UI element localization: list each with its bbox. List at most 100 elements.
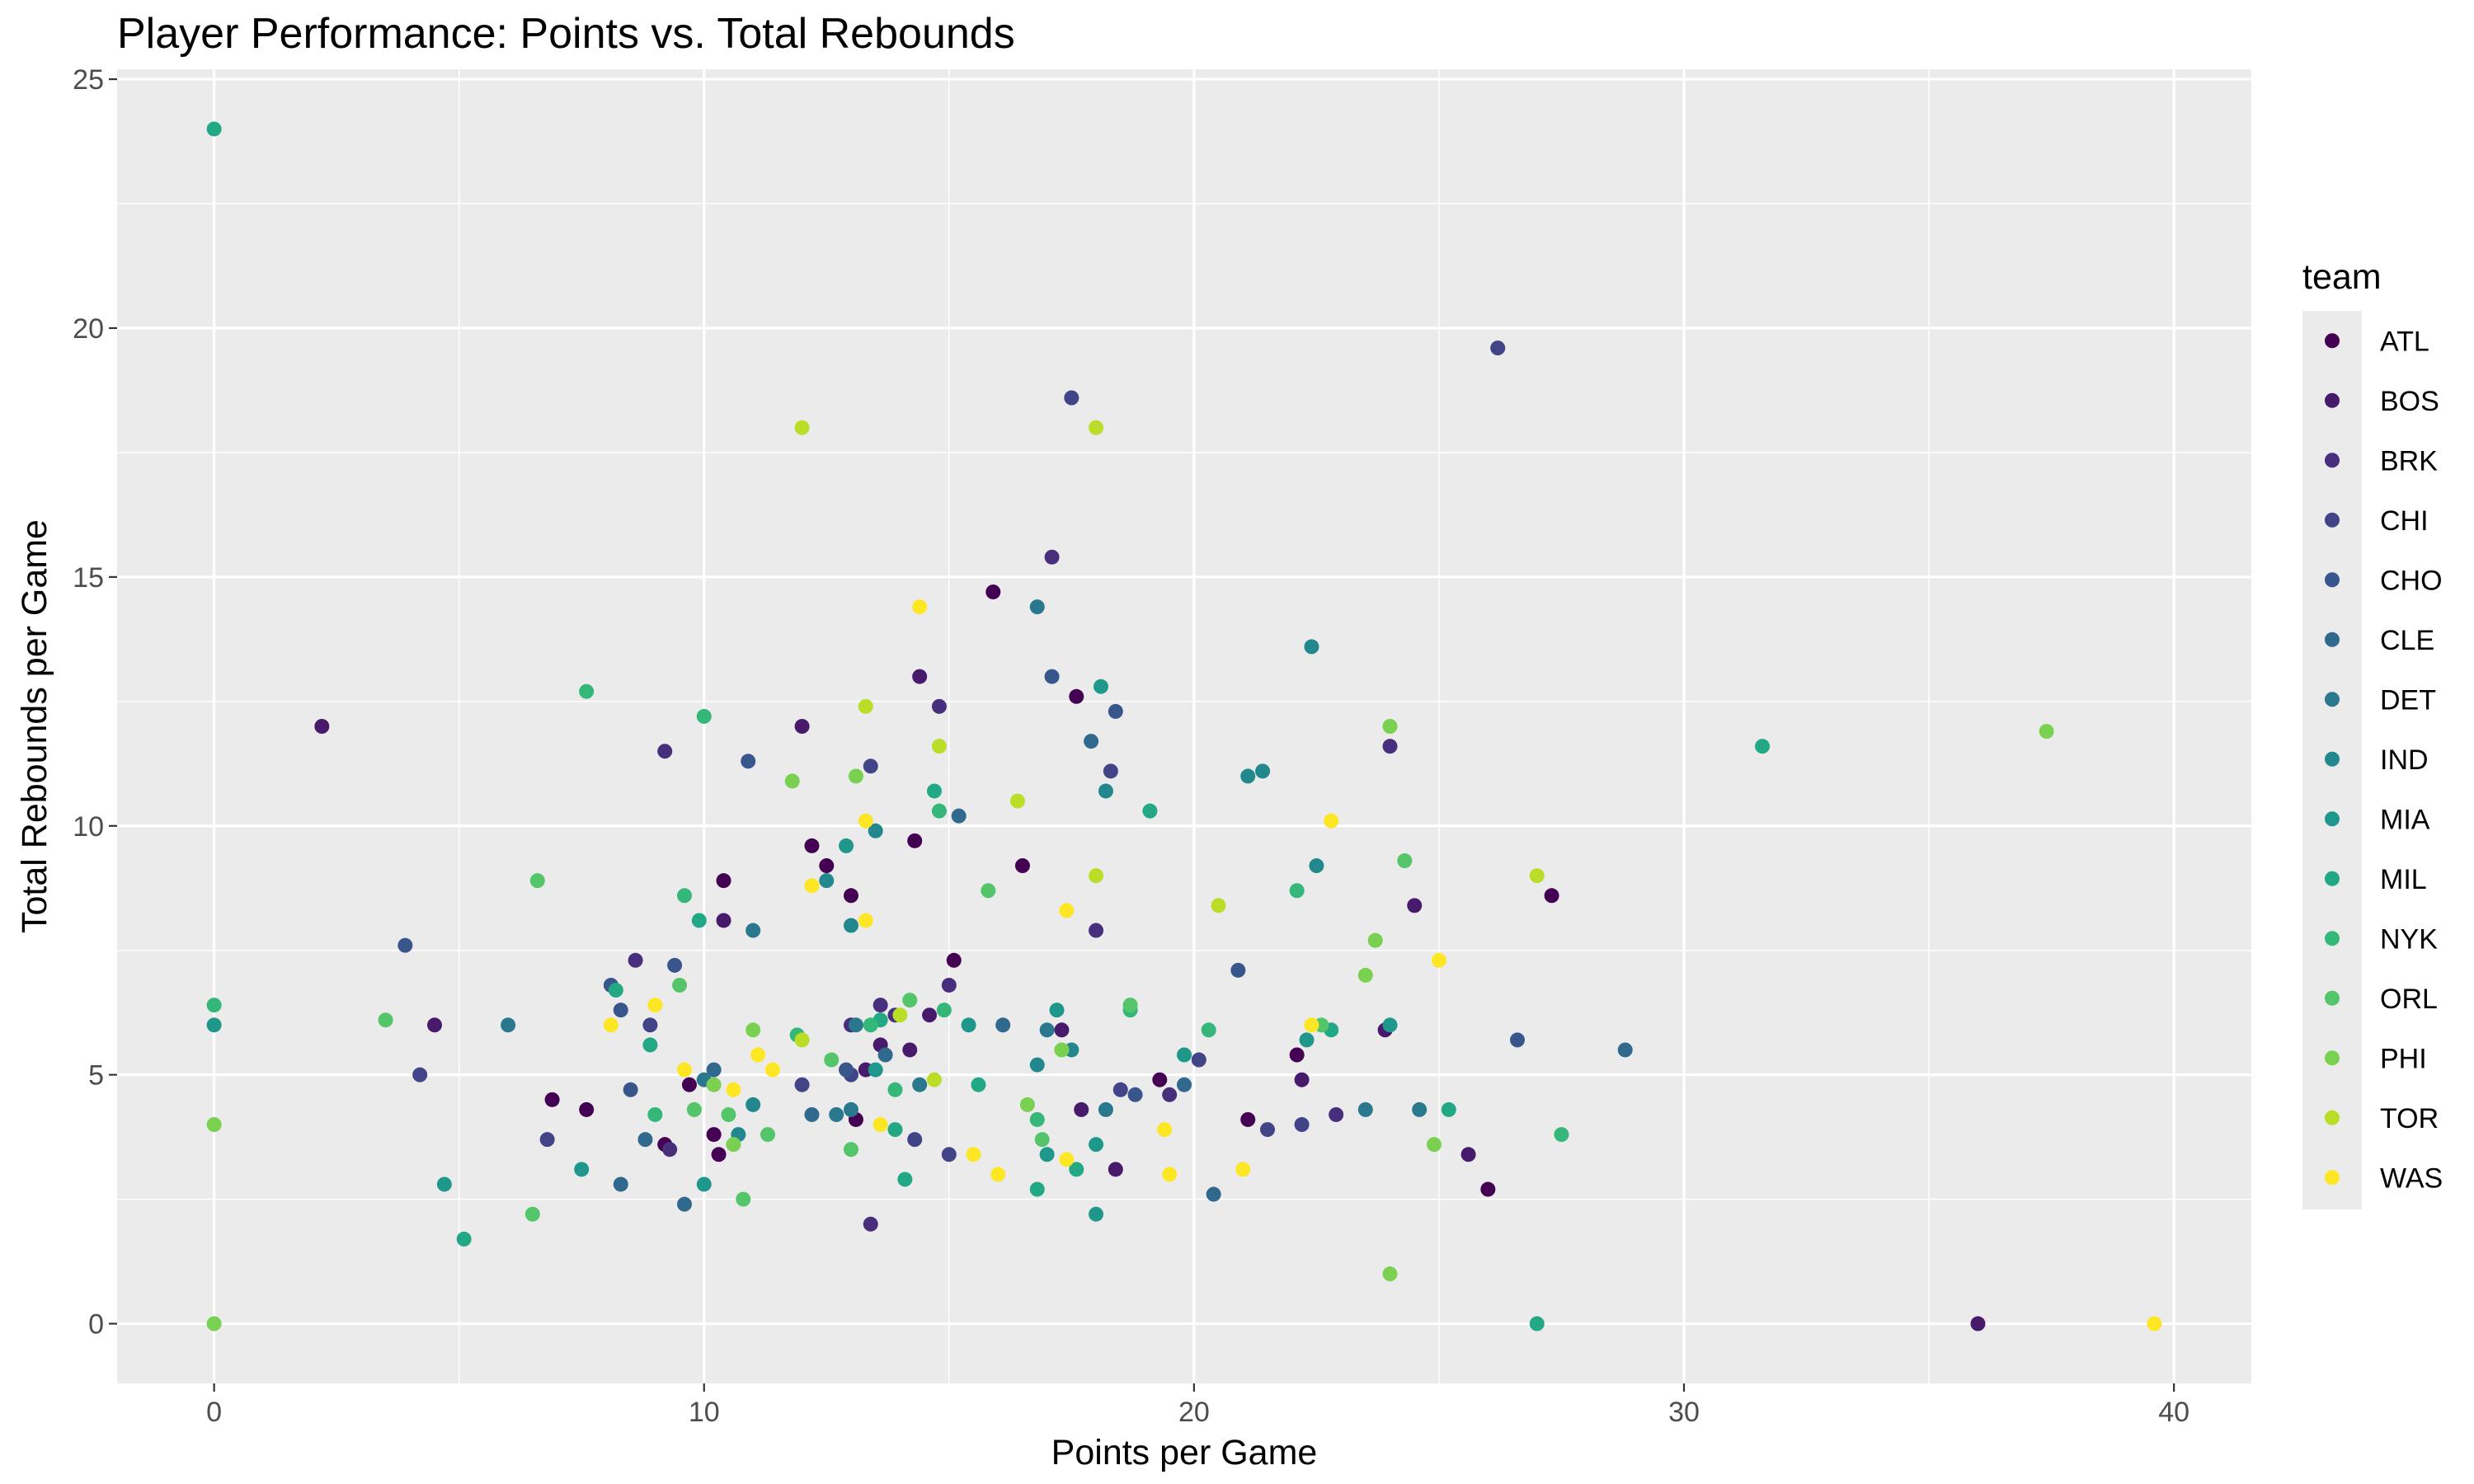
- data-point-nyk: [1554, 1127, 1569, 1143]
- data-point-orl: [736, 1191, 751, 1207]
- data-point-atl: [711, 1147, 727, 1162]
- data-point-chi: [794, 1077, 810, 1092]
- data-point-cle: [637, 1132, 653, 1148]
- data-point-atl: [1480, 1181, 1496, 1197]
- data-point-orl: [1034, 1132, 1050, 1148]
- data-point-cho: [1127, 1087, 1143, 1102]
- chart-title: Player Performance: Points vs. Total Reb…: [117, 10, 1015, 58]
- data-point-atl: [985, 584, 1001, 599]
- legend-label-was: WAS: [2380, 1162, 2443, 1194]
- data-point-chi: [941, 1147, 957, 1162]
- data-point-mia: [1093, 679, 1108, 694]
- data-point-brk: [1089, 923, 1104, 938]
- data-point-det: [1357, 1101, 1373, 1117]
- data-point-mia: [1382, 1017, 1398, 1033]
- data-point-brk: [628, 952, 643, 968]
- legend-label-atl: ATL: [2380, 326, 2429, 357]
- data-point-mia: [1089, 1137, 1104, 1153]
- data-point-brk: [863, 1216, 878, 1232]
- data-point-atl: [706, 1127, 722, 1143]
- data-point-mia: [961, 1017, 976, 1033]
- legend-label-chi: CHI: [2380, 505, 2429, 537]
- data-point-phi: [745, 1022, 761, 1038]
- legend-label-ind: IND: [2380, 744, 2429, 776]
- data-point-atl: [907, 833, 923, 848]
- data-point-mil: [1069, 1162, 1084, 1177]
- data-point-chi: [1294, 1117, 1310, 1133]
- legend-key-ind: [2325, 751, 2340, 767]
- data-point-chi: [1112, 1082, 1128, 1097]
- data-point-was: [1059, 1152, 1075, 1167]
- data-point-ind: [843, 918, 858, 933]
- data-point-det: [848, 1017, 863, 1033]
- data-point-brk: [1329, 1106, 1344, 1122]
- data-point-cle: [951, 808, 967, 824]
- data-point-was: [750, 1047, 766, 1063]
- data-point-nyk: [931, 803, 947, 819]
- data-point-atl: [1014, 858, 1030, 874]
- data-point-mil: [642, 1037, 658, 1053]
- data-point-atl: [819, 858, 835, 874]
- data-point-chi: [1064, 390, 1079, 406]
- data-point-mil: [887, 1122, 903, 1138]
- data-point-bos: [922, 1007, 938, 1023]
- data-point-cho: [1510, 1032, 1526, 1048]
- data-point-chi: [412, 1067, 428, 1082]
- data-point-atl: [681, 1077, 697, 1092]
- data-point-nyk: [863, 1017, 878, 1033]
- legend-label-orl: ORL: [2380, 984, 2438, 1015]
- data-point-mil: [456, 1231, 472, 1247]
- data-point-cle: [1206, 1186, 1221, 1202]
- data-point-mia: [1299, 1032, 1315, 1048]
- data-point-nyk: [1201, 1022, 1216, 1038]
- data-point-phi: [706, 1077, 722, 1092]
- data-point-tor: [1211, 898, 1226, 913]
- data-point-mil: [1142, 803, 1158, 819]
- data-point-nyk: [579, 683, 595, 699]
- data-point-was: [647, 998, 663, 1013]
- data-point-det: [1029, 599, 1045, 615]
- legend-label-nyk: NYK: [2380, 923, 2438, 955]
- data-point-was: [912, 599, 928, 615]
- data-point-cho: [1230, 962, 1246, 978]
- data-point-nyk: [887, 1082, 903, 1097]
- legend-key-tor: [2325, 1110, 2340, 1125]
- data-point-mia: [1089, 1206, 1104, 1222]
- data-point-atl: [1069, 688, 1084, 704]
- data-point-mil: [897, 1172, 913, 1187]
- data-point-cho: [741, 754, 756, 769]
- data-point-tor: [1089, 868, 1104, 884]
- data-point-bos: [1054, 1022, 1070, 1038]
- data-point-orl: [378, 1012, 393, 1028]
- legend: ATL BOS BRK CHI CHO CLE DET IND MIA MIL NYK ORL PHI T…: [2325, 326, 2443, 1194]
- data-point-mil: [1529, 1316, 1545, 1331]
- data-point-cho: [667, 957, 683, 973]
- data-point-tor: [794, 1032, 810, 1048]
- data-point-bos: [426, 1017, 442, 1033]
- data-point-brk: [1044, 549, 1060, 565]
- data-point-was: [1304, 1017, 1319, 1033]
- data-point-was: [1235, 1162, 1251, 1177]
- data-point-tor: [1009, 793, 1025, 809]
- axes: 0 10 20 30 40 0 5 10 15 20 25: [73, 64, 2189, 1428]
- data-point-tor: [1529, 868, 1545, 884]
- data-point-ind: [868, 823, 883, 838]
- data-point-cle: [676, 1196, 692, 1212]
- legend-key-nyk: [2325, 931, 2340, 946]
- data-point-cle: [706, 1062, 722, 1078]
- legend-label-brk: BRK: [2380, 445, 2438, 477]
- data-point-was: [966, 1147, 981, 1162]
- data-point-nyk: [647, 1106, 663, 1122]
- data-point-bos: [1460, 1147, 1476, 1162]
- data-point-orl: [760, 1127, 775, 1143]
- data-point-ind: [1240, 768, 1256, 784]
- y-tick-label: 15: [73, 562, 104, 594]
- legend-key-bos: [2325, 392, 2340, 408]
- data-point-nyk: [676, 888, 692, 904]
- data-point-nyk: [1029, 1111, 1045, 1127]
- data-point-orl: [524, 1206, 540, 1222]
- data-point-phi: [2039, 724, 2054, 740]
- data-point-mia: [1049, 1003, 1065, 1018]
- data-point-cle: [877, 1047, 893, 1063]
